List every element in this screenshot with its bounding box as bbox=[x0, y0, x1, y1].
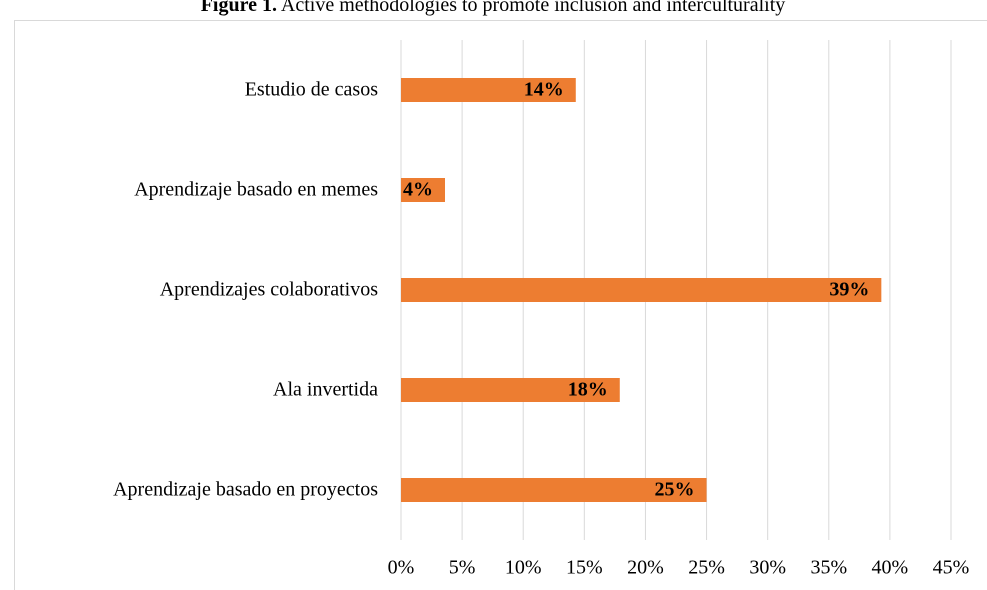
value-label: 18% bbox=[568, 379, 608, 401]
value-label: 39% bbox=[829, 279, 869, 301]
title-label: Figure 1. bbox=[201, 0, 277, 16]
y-tick-label: Aprendizajes colaborativos bbox=[160, 279, 378, 301]
y-tick-label: Ala invertida bbox=[273, 379, 378, 401]
x-tick-label: 25% bbox=[688, 557, 725, 579]
value-label: 14% bbox=[524, 79, 564, 101]
y-tick-label: Aprendizaje basado en memes bbox=[134, 179, 378, 201]
x-tick-label: 35% bbox=[810, 557, 847, 579]
x-tick-label: 20% bbox=[627, 557, 664, 579]
value-label: 4% bbox=[403, 179, 433, 201]
x-tick-label: 0% bbox=[388, 557, 415, 579]
x-tick-label: 5% bbox=[449, 557, 476, 579]
title-text: Active methodologies to promote inclusio… bbox=[281, 0, 785, 16]
value-label: 25% bbox=[655, 479, 695, 501]
bar bbox=[401, 378, 620, 402]
x-tick-label: 10% bbox=[505, 557, 542, 579]
bar bbox=[401, 478, 707, 502]
x-tick-label: 30% bbox=[749, 557, 786, 579]
y-tick-label: Estudio de casos bbox=[245, 79, 379, 101]
y-tick-label: Aprendizaje basado en proyectos bbox=[113, 479, 378, 501]
x-tick-label: 45% bbox=[933, 557, 970, 579]
chart-frame bbox=[14, 20, 987, 590]
chart-title: Figure 1. Active methodologies to promot… bbox=[201, 0, 786, 16]
bar bbox=[401, 278, 882, 302]
x-tick-label: 15% bbox=[566, 557, 603, 579]
bar bbox=[401, 178, 445, 202]
x-tick-label: 40% bbox=[872, 557, 909, 579]
bar bbox=[401, 78, 576, 102]
